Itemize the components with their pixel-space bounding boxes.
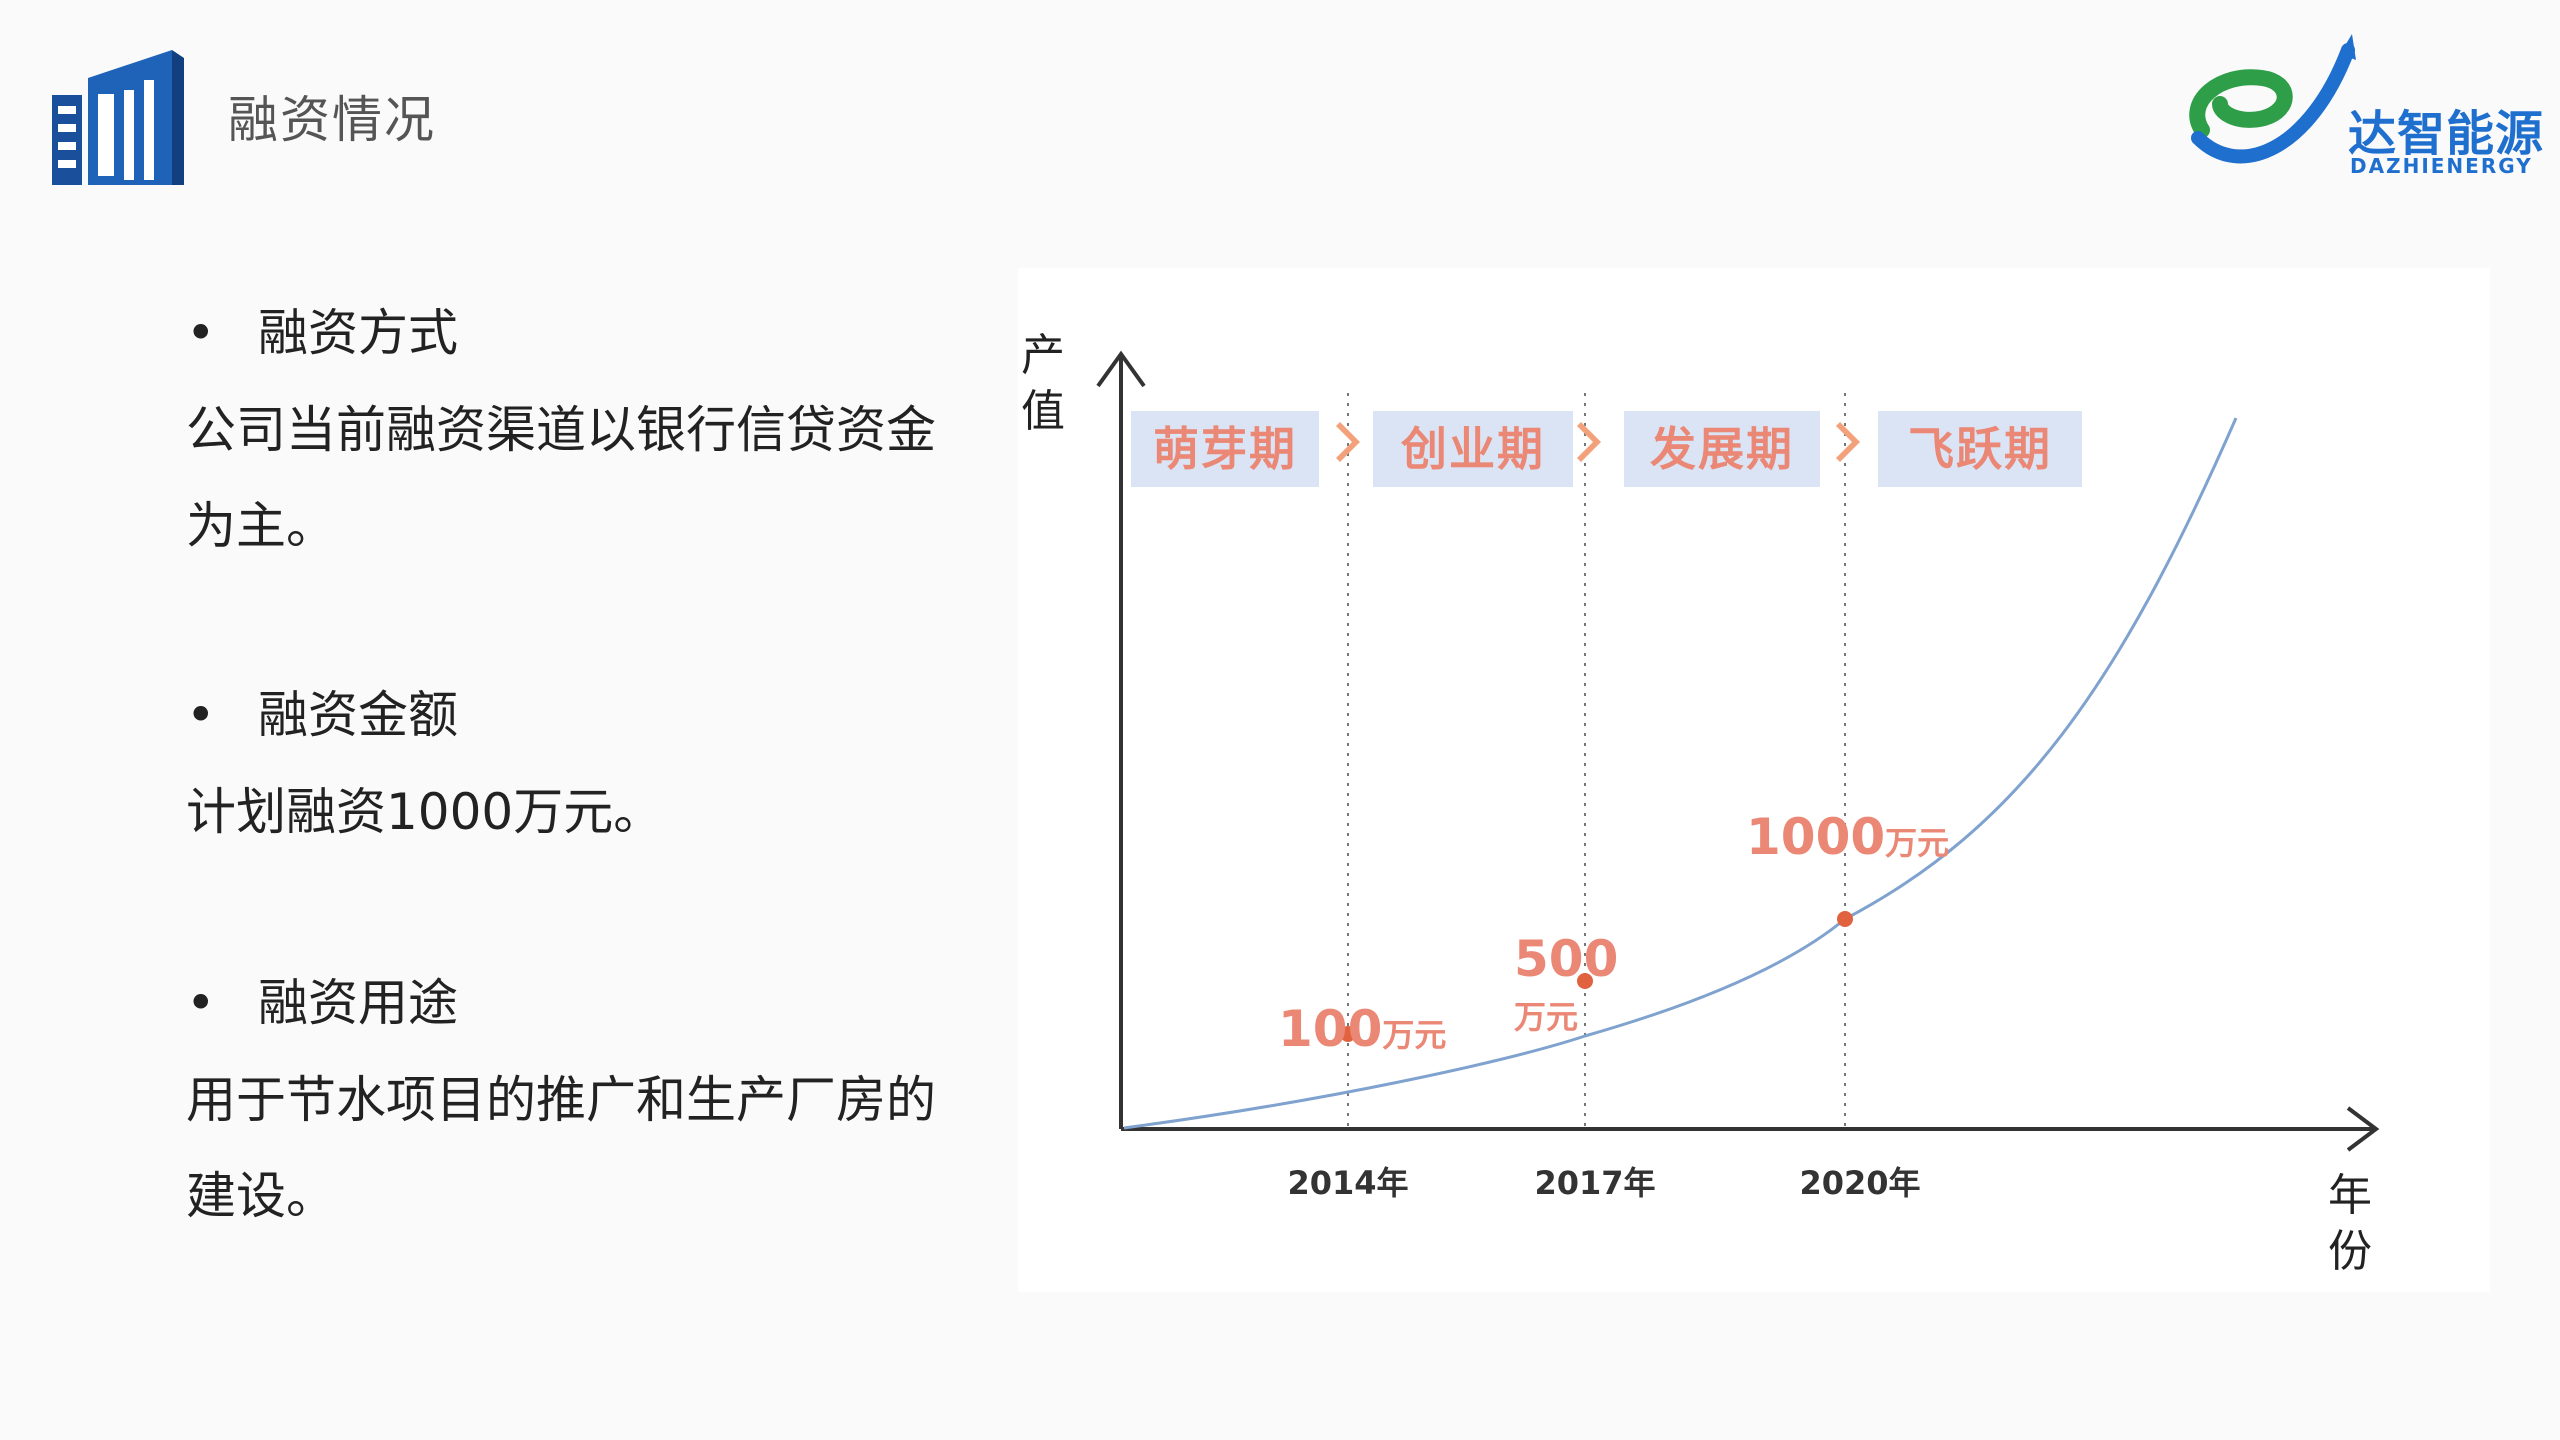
data-label-value: 1000 [1746,808,1886,866]
data-label: 500万元 [1514,934,1644,1046]
stage-sprout: 萌芽期 [1131,411,1319,487]
section-heading-text: 融资方式 [258,304,458,362]
growth-curve [1123,417,2238,1130]
x-tick-label: 2020年 [1799,1164,1921,1202]
building-icon [52,50,184,185]
data-label-value: 500 [1514,930,1619,988]
company-logo: 达智能源 DAZHIENERGY [2180,30,2543,190]
x-axis-arrow-icon [2346,1106,2380,1152]
section-body: 公司当前融资渠道以银行信贷资金为主。 [186,401,936,555]
chevron-right-icon [1336,422,1360,462]
chart-canvas [1096,350,2380,1152]
chevron-right-icon [1836,422,1860,462]
stage-development: 发展期 [1624,411,1820,487]
y-axis-arrow-icon [1096,350,1146,388]
data-label-unit: 万元 [1382,1016,1447,1054]
chevron-right-icon [1577,422,1601,462]
data-label: 1000万元 [1746,808,1949,866]
section-body: 用于节水项目的推广和生产厂房的建设。 [186,1071,936,1225]
section-heading: • 融资用途 [186,968,966,1038]
section-body: 计划融资1000万元。 [186,783,664,841]
y-axis-title: 产值 [1021,330,1065,437]
section-usage: • 融资用途 用于节水项目的推广和生产厂房的建设。 [186,968,966,1244]
data-label-unit: 万元 [1514,998,1579,1036]
bullet-dot: • [186,686,216,744]
data-point [1837,911,1853,927]
bullet-dot: • [186,974,216,1032]
data-label-value: 100 [1278,1000,1383,1058]
section-heading-text: 融资金额 [258,686,458,744]
x-axis-title: 年份 [2328,1170,2372,1277]
growth-chart: 产值 年份 萌芽期 创业期 发展期 飞跃期 2014年 2017年 2020年 … [1018,268,2490,1292]
data-point [1577,973,1593,989]
bullet-dot: • [186,304,216,362]
section-amount: • 融资金额 计划融资1000万元。 [186,680,966,860]
section-heading: • 融资方式 [186,298,966,368]
x-tick-label: 2017年 [1534,1164,1656,1202]
data-label: 100万元 [1278,1000,1446,1058]
data-points [1340,911,1853,1042]
stage-startup: 创业期 [1373,411,1573,487]
section-heading: • 融资金额 [186,680,966,750]
stage-leap: 飞跃期 [1878,411,2082,487]
data-label-unit: 万元 [1885,824,1950,862]
section-method: • 融资方式 公司当前融资渠道以银行信贷资金为主。 [186,298,966,574]
logo-name-en: DAZHIENERGY [2350,154,2533,178]
page-title: 融资情况 [228,91,436,149]
section-heading-text: 融资用途 [258,974,458,1032]
x-tick-label: 2014年 [1287,1164,1409,1202]
logo-mark-icon [2189,34,2356,164]
logo-name-cn: 达智能源 [2348,106,2545,162]
data-point [1340,1026,1356,1042]
